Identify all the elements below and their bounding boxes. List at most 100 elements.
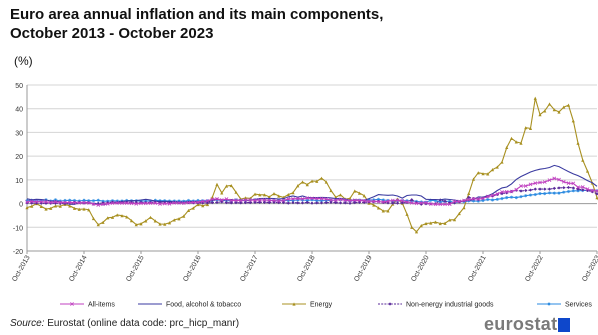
series-point <box>105 201 110 206</box>
series-point <box>300 198 305 202</box>
series-point <box>163 199 167 203</box>
series-point <box>44 207 48 211</box>
eu-flag-icon <box>558 318 571 332</box>
series-point <box>153 219 157 223</box>
series-point <box>310 201 314 205</box>
series-point <box>561 179 566 184</box>
series-point <box>215 196 219 201</box>
series-point <box>238 198 243 203</box>
legend-label: All-items <box>88 302 115 309</box>
series-point <box>438 221 442 226</box>
series-point <box>581 158 585 162</box>
series-point <box>210 201 214 205</box>
series-point <box>243 198 248 202</box>
series-point <box>533 187 537 191</box>
series-point <box>315 201 319 205</box>
series-point <box>519 141 523 145</box>
series-point <box>595 192 598 196</box>
series-point <box>167 201 172 206</box>
series-point <box>191 200 196 205</box>
series-point <box>153 198 157 202</box>
x-tick-label: Oct-2019 <box>353 254 374 283</box>
series-point <box>220 191 224 195</box>
series-point <box>115 200 120 205</box>
series-point <box>34 199 39 204</box>
series-point <box>495 191 500 196</box>
series-point <box>300 180 305 184</box>
series-point <box>77 199 81 203</box>
series-point <box>490 198 495 202</box>
series-point <box>509 195 514 199</box>
series-point <box>409 200 414 205</box>
series-point <box>509 136 514 140</box>
series-point <box>96 203 101 207</box>
series-point <box>172 199 176 203</box>
series-point <box>201 199 205 203</box>
series-point <box>543 187 547 191</box>
series-point <box>357 191 362 195</box>
series-point <box>153 201 158 205</box>
x-tick-label: Oct-2013 <box>11 254 32 283</box>
series-point <box>229 201 233 205</box>
series-point <box>67 200 72 205</box>
series-point <box>324 180 328 184</box>
series-point <box>253 198 257 203</box>
series-point <box>82 207 86 211</box>
series-point <box>557 110 561 114</box>
logo-text: eurostat <box>484 314 558 334</box>
series-point <box>248 198 253 202</box>
series-point <box>53 200 58 204</box>
x-tick-label: Oct-2018 <box>296 254 317 283</box>
series-point <box>590 188 595 193</box>
series-point <box>500 190 504 194</box>
x-tick-label: Oct-2014 <box>68 254 89 283</box>
series-point <box>552 176 557 181</box>
series-point <box>224 201 229 205</box>
series-point <box>481 196 485 201</box>
series-point <box>277 194 281 198</box>
eurostat-logo: eurostat <box>484 314 571 335</box>
series-point <box>381 198 385 202</box>
series-point <box>262 200 267 204</box>
series-point <box>96 223 100 227</box>
series-point <box>262 198 267 202</box>
series-point <box>333 198 338 203</box>
series-point <box>177 200 181 205</box>
legend-marker <box>70 302 74 306</box>
series-point <box>319 199 324 203</box>
series-point <box>101 220 105 224</box>
series-line-food-alcohol-tobacco <box>26 164 598 206</box>
series-point <box>547 178 552 182</box>
series-point <box>158 202 162 206</box>
series-point <box>338 197 343 202</box>
series-point <box>305 183 309 187</box>
series-point <box>376 206 381 210</box>
series-point <box>39 199 44 204</box>
series-point <box>462 198 466 203</box>
series-point <box>467 199 471 203</box>
series-point <box>110 215 115 219</box>
series-point <box>191 206 195 210</box>
series-point <box>158 222 162 226</box>
series-point <box>58 200 63 205</box>
series-point <box>571 181 576 186</box>
series-point <box>82 200 86 205</box>
legend-marker <box>547 302 551 306</box>
series-point <box>329 188 333 193</box>
series-point <box>372 203 376 207</box>
series-point <box>571 186 575 190</box>
y-tick-label: 50 <box>15 83 23 90</box>
series-point <box>200 199 205 204</box>
series-point <box>257 198 262 202</box>
series-point <box>400 198 405 203</box>
series-point <box>215 182 219 186</box>
series-point <box>376 199 381 204</box>
series-line-all-items <box>26 177 598 206</box>
series-point <box>267 198 272 203</box>
series-point <box>424 200 428 205</box>
series-point <box>595 189 598 193</box>
series-point <box>576 141 580 145</box>
series-point <box>305 200 309 204</box>
series-point <box>557 186 561 190</box>
series-point <box>524 126 528 130</box>
